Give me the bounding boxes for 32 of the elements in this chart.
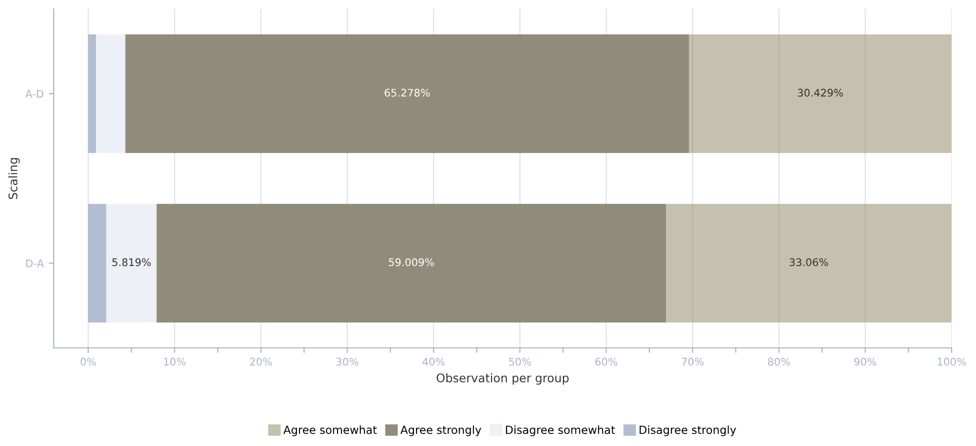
y-tick-label: A-D	[25, 90, 44, 98]
data-label: 30.429%	[798, 88, 843, 97]
x-tick-label: 70%	[682, 358, 704, 366]
x-tick-label: 0%	[80, 358, 96, 366]
legend-label: Disagree somewhat	[506, 425, 615, 436]
bar	[156, 204, 666, 322]
bar	[666, 204, 952, 322]
data-label: 33.06%	[790, 258, 828, 266]
bar	[88, 34, 96, 153]
legend-label: Agree strongly	[400, 425, 482, 436]
x-tick-label: 30%	[336, 358, 358, 366]
bar	[106, 204, 157, 322]
x-tick-label: 100%	[938, 358, 966, 366]
data-label: 59.009%	[388, 258, 434, 266]
x-tick-label: 60%	[595, 358, 618, 366]
legend-label: Disagree strongly	[640, 425, 736, 436]
bar	[88, 204, 106, 322]
y-axis-title: Scaling	[8, 158, 20, 199]
y-tick-label: D-A	[26, 260, 44, 268]
legend-label: Agree somewhat	[283, 425, 377, 436]
x-axis-title: Observation per group	[436, 373, 569, 385]
data-label: 65.278%	[384, 88, 430, 97]
bar	[96, 34, 126, 153]
bar	[688, 34, 952, 153]
bar	[125, 34, 689, 153]
data-label: 5.819%	[112, 258, 151, 266]
x-tick-label: 50%	[509, 358, 531, 366]
x-tick-label: 80%	[768, 358, 790, 366]
x-tick-label: 10%	[164, 358, 186, 366]
x-tick-label: 90%	[854, 358, 876, 366]
x-tick-label: 20%	[250, 358, 272, 366]
x-tick-label: 40%	[422, 358, 445, 366]
